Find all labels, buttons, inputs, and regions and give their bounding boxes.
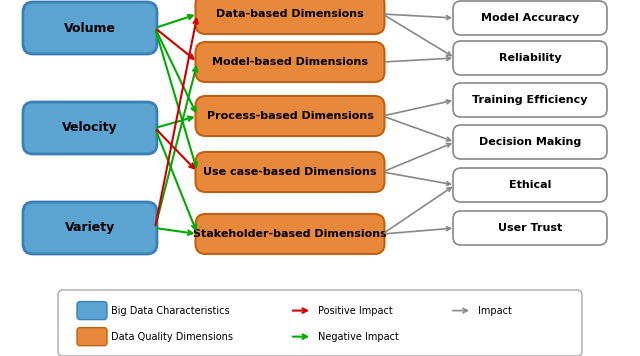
Text: Model-based Dimensions: Model-based Dimensions [212,57,368,67]
Text: Reliability: Reliability [499,53,561,63]
FancyBboxPatch shape [23,2,157,54]
FancyBboxPatch shape [77,328,107,346]
Text: Big Data Characteristics: Big Data Characteristics [111,305,230,316]
FancyBboxPatch shape [195,0,385,34]
Text: Training Efficiency: Training Efficiency [472,95,588,105]
FancyBboxPatch shape [77,302,107,320]
Text: User Trust: User Trust [498,223,562,233]
Text: Positive Impact: Positive Impact [318,305,393,316]
FancyBboxPatch shape [23,102,157,154]
Text: Velocity: Velocity [62,121,118,135]
Text: Variety: Variety [65,221,115,235]
FancyBboxPatch shape [453,83,607,117]
Text: Use case-based Dimensions: Use case-based Dimensions [204,167,377,177]
Text: Decision Making: Decision Making [479,137,581,147]
Text: Data Quality Dimensions: Data Quality Dimensions [111,332,233,342]
Text: Stakeholder-based Dimensions: Stakeholder-based Dimensions [193,229,387,239]
Text: Process-based Dimensions: Process-based Dimensions [207,111,373,121]
FancyBboxPatch shape [23,202,157,254]
Text: Ethical: Ethical [509,180,551,190]
FancyBboxPatch shape [453,168,607,202]
FancyBboxPatch shape [195,96,385,136]
FancyBboxPatch shape [453,125,607,159]
Text: Model Accuracy: Model Accuracy [481,13,579,23]
FancyBboxPatch shape [195,214,385,254]
FancyBboxPatch shape [58,290,582,356]
FancyBboxPatch shape [195,152,385,192]
Text: Negative Impact: Negative Impact [318,332,399,342]
Text: Data-based Dimensions: Data-based Dimensions [216,9,364,19]
FancyBboxPatch shape [453,41,607,75]
FancyBboxPatch shape [195,42,385,82]
FancyBboxPatch shape [453,211,607,245]
FancyBboxPatch shape [453,1,607,35]
Text: Impact: Impact [478,305,512,316]
Text: Volume: Volume [64,21,116,35]
